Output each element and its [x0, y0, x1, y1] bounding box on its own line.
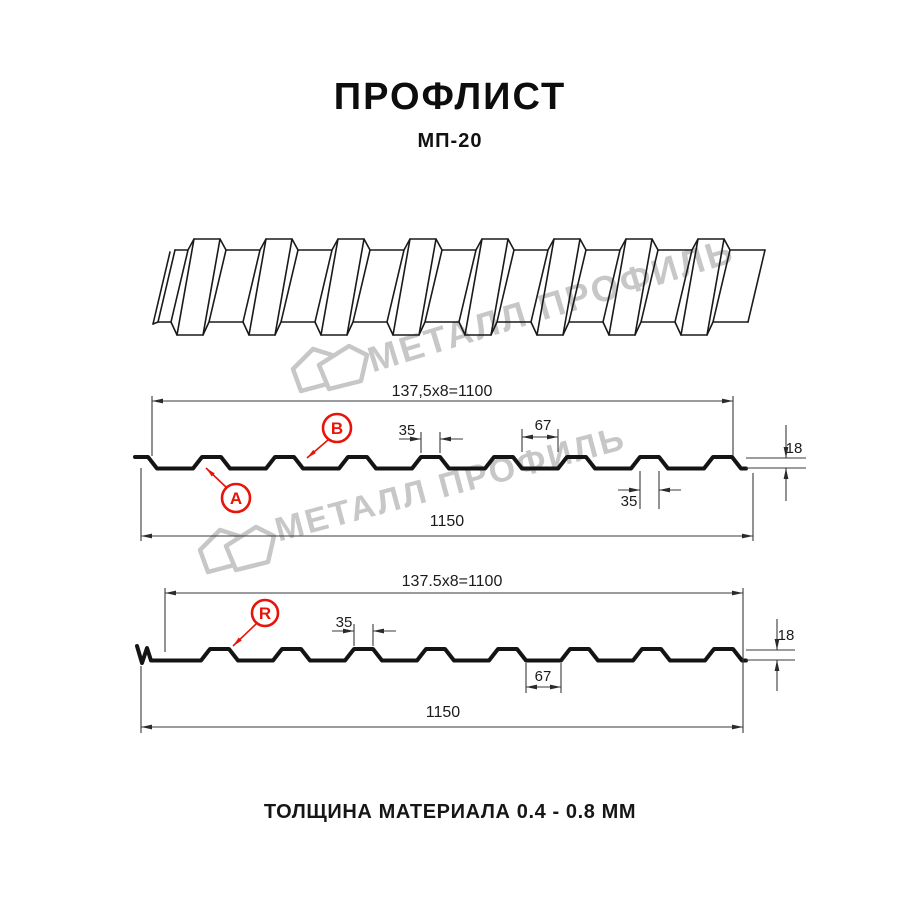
variant-labels — [205, 412, 353, 647]
dim-s2-total: 1150 — [426, 704, 461, 721]
dim-s1-rib-top: 35 — [399, 422, 416, 439]
metall-profil-logo-2 — [197, 524, 277, 575]
dim-s2-height: 18 — [778, 627, 795, 644]
dim-s2-pitch: 137.5x8=1100 — [402, 573, 503, 590]
dim-s1-total: 1150 — [430, 513, 465, 530]
metall-profil-logo-1 — [290, 343, 370, 394]
section2-profile-outline — [135, 644, 748, 665]
profile-model: МП-20 — [417, 130, 483, 152]
dim-s1-height: 18 — [786, 440, 803, 457]
dim-s2-valley: 67 — [535, 668, 552, 685]
profile-sheet-3d-view — [152, 238, 766, 336]
page-title: ПРОФЛИСТ — [333, 76, 567, 118]
dimension-lines — [140, 396, 806, 733]
label-b: B — [331, 419, 343, 438]
dim-s1-pitch: 137,5x8=1100 — [392, 383, 493, 400]
dim-s2-rib-top: 35 — [336, 614, 353, 631]
section1-profile-outline — [133, 455, 748, 471]
thickness-note: ТОЛЩИНА МАТЕРИАЛА 0.4 - 0.8 ММ — [263, 801, 637, 823]
dim-s1-valley: 67 — [535, 417, 552, 434]
dim-s1-rib-bottom: 35 — [621, 493, 638, 510]
label-r: R — [259, 604, 271, 623]
label-a: A — [230, 489, 242, 508]
